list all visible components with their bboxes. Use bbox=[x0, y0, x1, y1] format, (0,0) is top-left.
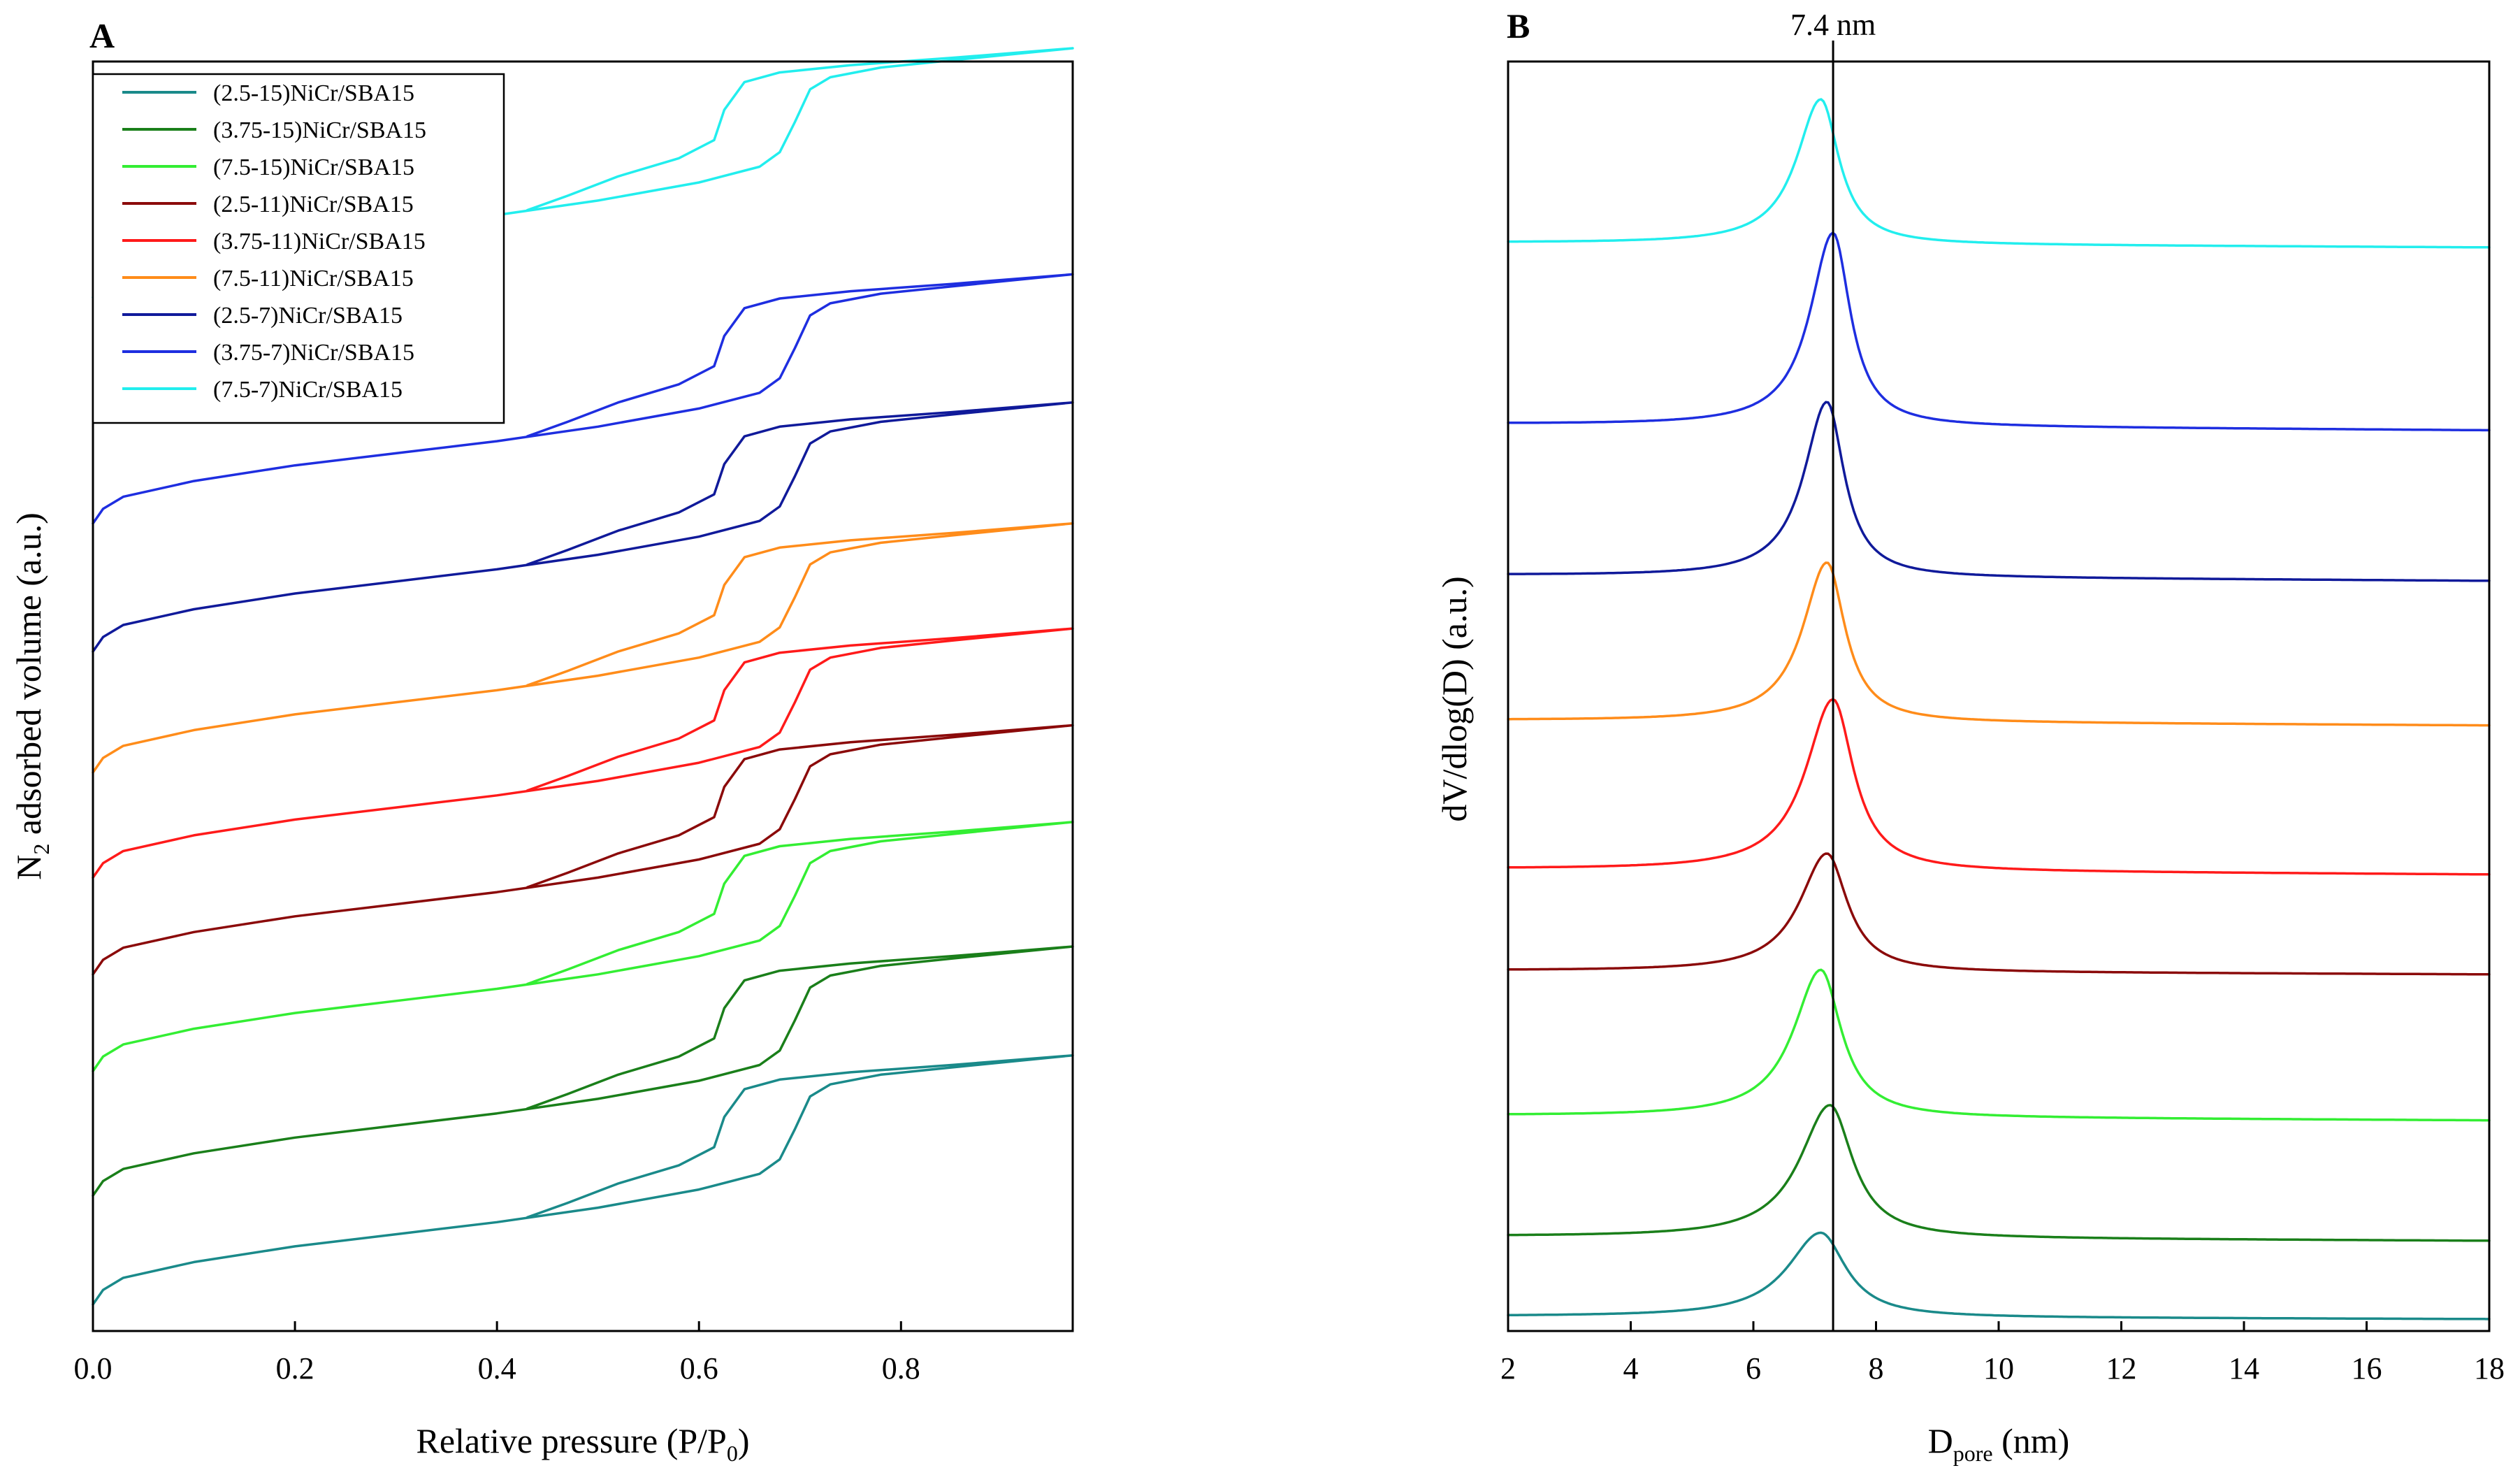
panel-a-series-3 bbox=[92, 821, 1074, 1072]
panel-b-frame bbox=[1507, 60, 2491, 1332]
legend-entry: (7.5-15)NiCr/SBA15 bbox=[213, 154, 414, 180]
legend: (2.5-15)NiCr/SBA15 (3.75-15)NiCr/SBA15 (7.… bbox=[92, 73, 505, 424]
panel-b-curves bbox=[1507, 98, 2491, 1321]
panel-b-x-ticks: 2 4 6 8 10 12 14 16 18 bbox=[1500, 1321, 2505, 1386]
panel-a-x-tick-label: 0.2 bbox=[276, 1351, 314, 1386]
panel-b-y-axis-label: dV/dlog(D) (a.u.) bbox=[1435, 576, 1474, 821]
legend-entry: (3.75-15)NiCr/SBA15 bbox=[213, 117, 426, 143]
panel-b-x-tick-label: 4 bbox=[1623, 1351, 1639, 1386]
panel-a-curves bbox=[92, 47, 1074, 1306]
legend-entry: (7.5-7)NiCr/SBA15 bbox=[213, 377, 403, 403]
panel-b-x-tick-label: 14 bbox=[2229, 1351, 2259, 1386]
legend-box bbox=[92, 73, 505, 424]
panel-b-series-2 bbox=[1507, 1104, 2491, 1242]
panel-b-x-tick-label: 18 bbox=[2474, 1351, 2505, 1386]
panel-a-series-8 bbox=[92, 273, 1074, 525]
panel-a: A 0.0 0.2 0.4 0.6 0.8 (2.5-15)NiCr/SBA15 (3.7… bbox=[9, 16, 1074, 1466]
panel-a-series-1 bbox=[92, 1053, 1074, 1306]
panel-b-x-axis-label: Dpore (nm) bbox=[1928, 1421, 2070, 1466]
panel-b-x-tick-label: 12 bbox=[2106, 1351, 2137, 1386]
reference-line-label: 7.4 nm bbox=[1790, 8, 1876, 42]
legend-entry: (2.5-11)NiCr/SBA15 bbox=[213, 192, 414, 217]
panel-a-label: A bbox=[89, 16, 115, 55]
panel-a-x-ticks: 0.0 0.2 0.4 0.6 0.8 bbox=[74, 1321, 920, 1386]
panel-a-series-7 bbox=[92, 401, 1074, 653]
panel-a-x-tick-label: 0.4 bbox=[478, 1351, 516, 1386]
panel-b-x-tick-label: 6 bbox=[1746, 1351, 1761, 1386]
panel-a-series-6 bbox=[92, 521, 1074, 774]
panel-b-x-tick-label: 8 bbox=[1869, 1351, 1884, 1386]
panel-a-series-5 bbox=[92, 627, 1074, 879]
panel-a-series-2 bbox=[92, 945, 1074, 1197]
panel-b-series-5 bbox=[1507, 698, 2491, 876]
panel-b-x-tick-label: 10 bbox=[1983, 1351, 2014, 1386]
legend-entry: (3.75-7)NiCr/SBA15 bbox=[213, 340, 414, 366]
legend-entry: (2.5-15)NiCr/SBA15 bbox=[213, 80, 414, 106]
legend-entry: (2.5-7)NiCr/SBA15 bbox=[213, 303, 403, 329]
legend-entry: (7.5-11)NiCr/SBA15 bbox=[213, 266, 414, 292]
panel-b-series-4 bbox=[1507, 852, 2491, 976]
panel-a-y-axis-label: N2 adsorbed volume (a.u.) bbox=[9, 512, 54, 880]
panel-b-x-tick-label: 2 bbox=[1500, 1351, 1516, 1386]
panel-b: B 7.4 nm 2 4 6 8 10 12 14 16 18 Dpore (nm) dV/dl… bbox=[1435, 6, 2505, 1466]
panel-b-series-9 bbox=[1507, 98, 2491, 249]
legend-entry: (3.75-11)NiCr/SBA15 bbox=[213, 229, 426, 254]
panel-b-series-8 bbox=[1507, 231, 2491, 432]
panel-a-x-tick-label: 0.0 bbox=[74, 1351, 113, 1386]
panel-b-series-7 bbox=[1507, 401, 2491, 582]
panel-b-series-1 bbox=[1507, 1231, 2491, 1321]
panel-a-x-tick-label: 0.6 bbox=[680, 1351, 718, 1386]
panel-b-series-6 bbox=[1507, 561, 2491, 727]
panel-a-x-tick-label: 0.8 bbox=[882, 1351, 920, 1386]
panel-b-series-3 bbox=[1507, 968, 2491, 1122]
panel-a-series-4 bbox=[92, 724, 1074, 976]
panel-b-label: B bbox=[1507, 6, 1530, 45]
panel-a-x-axis-label: Relative pressure (P/P0) bbox=[416, 1421, 749, 1466]
panel-a-frame bbox=[92, 60, 1074, 1332]
panel-b-x-tick-label: 16 bbox=[2352, 1351, 2382, 1386]
